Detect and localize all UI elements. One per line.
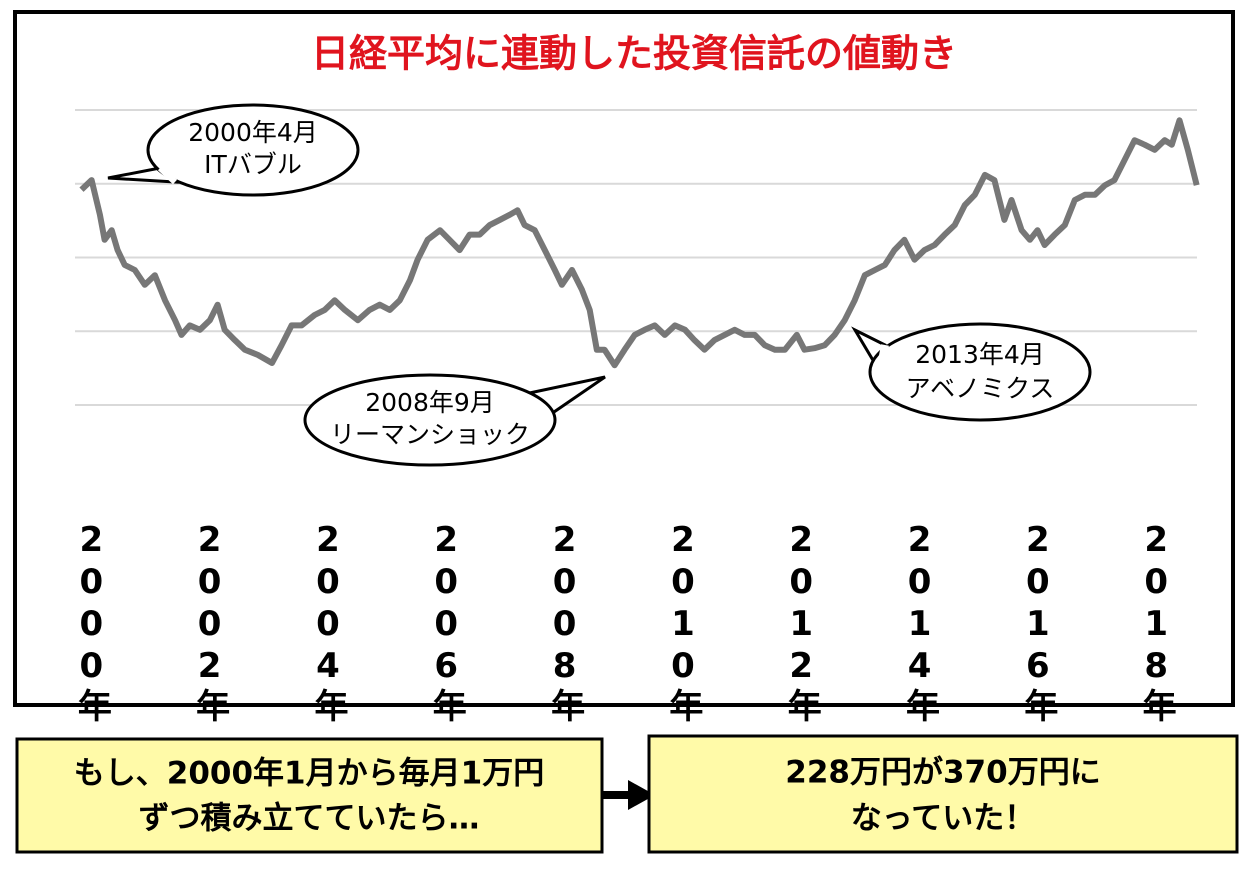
note-text: ずつ積み立てていたら… — [139, 801, 480, 837]
callout: 2013年4月 アベノミクス — [851, 322, 1092, 422]
annotation: リーマンショック — [330, 420, 530, 449]
x-tick-label: 2016年 — [1018, 520, 1058, 724]
callout-bubble — [146, 103, 360, 197]
note-box — [15, 737, 604, 854]
callout-join — [516, 393, 539, 427]
x-tick-label: 2002年 — [190, 520, 230, 724]
annotation: 2008年9月 — [365, 388, 495, 417]
arrow-head — [628, 780, 655, 810]
x-tick-label: 2010年 — [663, 520, 703, 724]
callout: 2008年9月 リーマンショック — [303, 373, 606, 467]
annotation: 2013年4月 — [915, 340, 1045, 369]
x-tick-label: 2004年 — [308, 520, 348, 724]
callout-bubble — [303, 373, 557, 467]
line — [79, 117, 1200, 369]
x-tick-label: 2014年 — [900, 520, 940, 724]
x-tick-label: 2000年 — [71, 520, 111, 724]
note-text: なっていた！ — [851, 801, 1035, 837]
callout-join — [157, 165, 178, 185]
callout-bubble — [868, 322, 1092, 422]
annotation: アベノミクス — [906, 374, 1055, 403]
annotation: 2000年4月 — [188, 118, 318, 147]
chart-title: 日経平均に連動した投資信託の値動き — [311, 32, 957, 76]
note-text: 228万円が370万円に — [785, 755, 1100, 791]
x-tick-label: 2018年 — [1136, 520, 1176, 724]
x-tick-label: 2006年 — [426, 520, 466, 724]
note-box — [647, 734, 1239, 854]
x-tick-label: 2012年 — [781, 520, 821, 724]
annotation: ITバブル — [204, 150, 302, 179]
callout-join — [876, 344, 889, 373]
note-text: もし、2000年1月から毎月1万円 — [74, 756, 544, 792]
callout: 2000年4月 ITバブル — [107, 103, 360, 197]
x-tick-label: 2008年 — [545, 520, 585, 724]
